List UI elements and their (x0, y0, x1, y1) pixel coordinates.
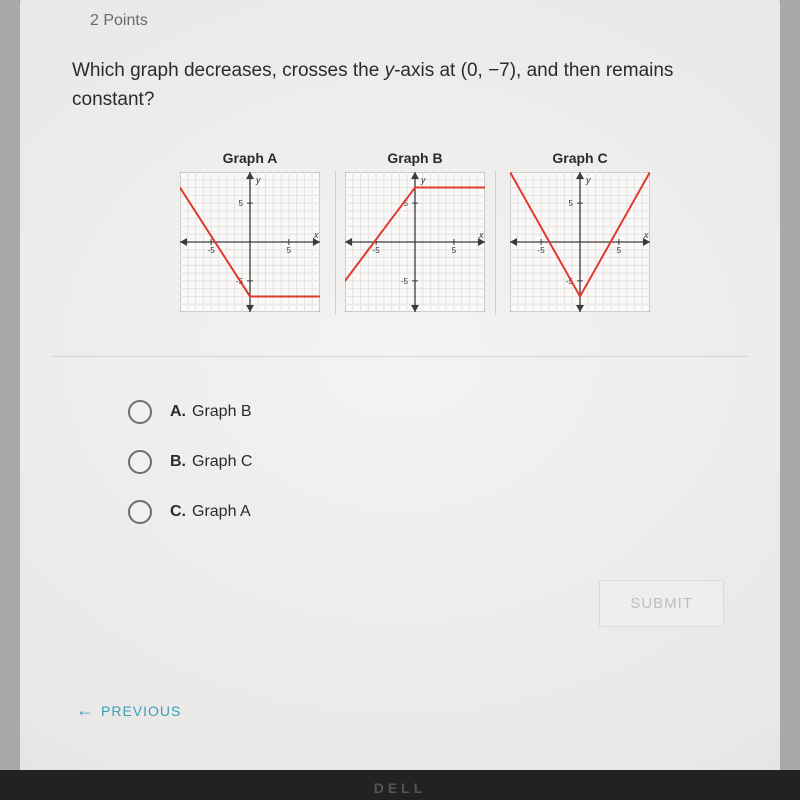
option-c-letter: C. (170, 503, 186, 521)
radio-icon (128, 500, 152, 524)
option-c-text: Graph A (192, 503, 251, 521)
svg-text:y: y (585, 175, 591, 185)
graph-a-title: Graph A (180, 150, 320, 166)
option-a-text: Graph B (192, 403, 252, 421)
option-c[interactable]: C. Graph A (128, 500, 252, 524)
option-a-letter: A. (170, 403, 186, 421)
points-label: 2 Points (90, 12, 148, 30)
graph-a: 5-55-5yx (180, 172, 320, 312)
svg-text:5: 5 (569, 199, 574, 208)
svg-text:x: x (478, 230, 484, 240)
question-text: Which graph decreases, crosses the y-axi… (72, 56, 720, 115)
graph-b-title: Graph B (345, 150, 485, 166)
svg-text:-5: -5 (401, 277, 409, 286)
option-b-text: Graph C (192, 453, 252, 471)
graph-c: 5-55-5yx (510, 172, 650, 312)
svg-text:-5: -5 (538, 246, 546, 255)
svg-text:5: 5 (452, 246, 457, 255)
svg-text:-5: -5 (208, 246, 216, 255)
radio-icon (128, 400, 152, 424)
graph-c-title: Graph C (510, 150, 650, 166)
arrow-left-icon: ← (76, 700, 95, 721)
divider-2 (495, 170, 496, 315)
svg-text:x: x (643, 230, 649, 240)
svg-text:y: y (255, 175, 261, 185)
option-b-letter: B. (170, 453, 186, 471)
answer-options: A. Graph B B. Graph C C. Graph A (128, 400, 252, 550)
previous-label: PREVIOUS (101, 703, 181, 719)
horizontal-divider (52, 356, 748, 357)
option-b[interactable]: B. Graph C (128, 450, 252, 474)
graphs-row: Graph A 5 -5 5 -5 y x Graph B 5 -5 5 -5 y x Graph … (180, 150, 650, 312)
quiz-screen: 2 Points Which graph decreases, crosses … (20, 0, 780, 780)
submit-button[interactable]: SUBMIT (599, 580, 724, 627)
brand-label: DELL (374, 780, 427, 796)
svg-text:-5: -5 (373, 246, 381, 255)
graph-b-col: Graph B 5-55-5yx (345, 150, 485, 312)
divider-1 (335, 170, 336, 315)
svg-text:5: 5 (617, 246, 622, 255)
option-a[interactable]: A. Graph B (128, 400, 252, 424)
svg-text:5: 5 (287, 246, 292, 255)
question-ital: y (385, 60, 395, 81)
question-pre: Which graph decreases, crosses the (72, 60, 385, 81)
graph-b: 5-55-5yx (345, 172, 485, 312)
svg-text:x: x (313, 230, 319, 240)
radio-icon (128, 450, 152, 474)
svg-text:y: y (420, 175, 426, 185)
graph-c-col: Graph C 5-55-5yx (510, 150, 650, 312)
graph-a-col: Graph A 5-55-5yx (180, 150, 320, 312)
previous-link[interactable]: ← PREVIOUS (76, 700, 181, 721)
svg-text:5: 5 (239, 199, 244, 208)
